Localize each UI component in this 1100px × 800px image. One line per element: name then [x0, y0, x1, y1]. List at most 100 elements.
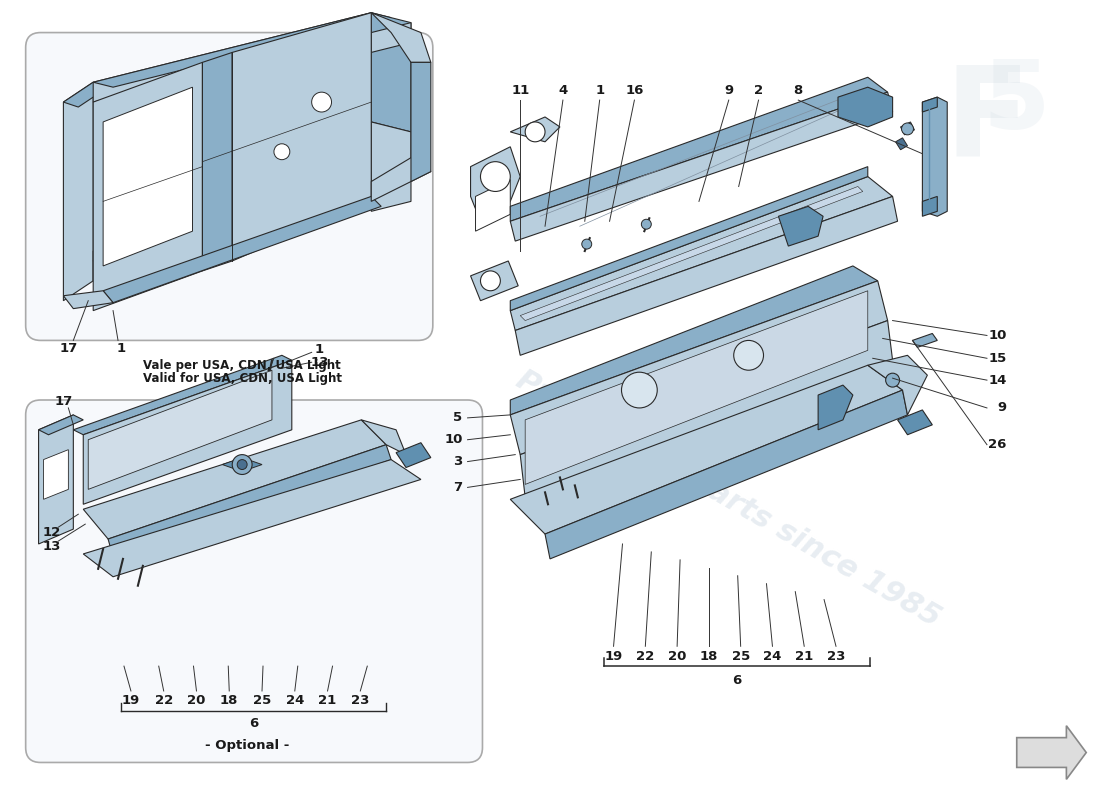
- Text: F: F: [944, 62, 1030, 182]
- Polygon shape: [103, 87, 192, 266]
- Text: 13: 13: [42, 541, 60, 554]
- Circle shape: [232, 454, 252, 474]
- Polygon shape: [94, 62, 202, 310]
- Text: 5: 5: [453, 411, 463, 424]
- Text: Passion for Parts since 1985: Passion for Parts since 1985: [512, 366, 946, 633]
- Text: 13: 13: [310, 356, 329, 369]
- Text: Valid for USA, CDN, USA Light: Valid for USA, CDN, USA Light: [143, 372, 342, 385]
- Polygon shape: [898, 410, 933, 434]
- Text: 16: 16: [625, 84, 644, 97]
- Polygon shape: [108, 445, 392, 557]
- Circle shape: [481, 271, 500, 290]
- Polygon shape: [232, 13, 372, 261]
- Circle shape: [734, 341, 763, 370]
- Polygon shape: [84, 360, 292, 504]
- Text: 20: 20: [668, 650, 686, 662]
- Polygon shape: [84, 459, 421, 577]
- Text: 25: 25: [253, 694, 271, 707]
- Text: 4: 4: [559, 84, 568, 97]
- Circle shape: [274, 144, 289, 160]
- FancyBboxPatch shape: [25, 33, 432, 341]
- Text: Vale per USA, CDN, USA Light: Vale per USA, CDN, USA Light: [143, 358, 341, 372]
- Polygon shape: [44, 450, 68, 499]
- Polygon shape: [525, 290, 868, 485]
- Polygon shape: [88, 370, 272, 490]
- Polygon shape: [520, 321, 892, 498]
- Polygon shape: [510, 177, 892, 330]
- Polygon shape: [84, 420, 386, 539]
- FancyBboxPatch shape: [25, 400, 483, 762]
- Text: - Optional -: - Optional -: [205, 739, 289, 752]
- Polygon shape: [39, 415, 84, 434]
- Polygon shape: [372, 152, 431, 202]
- Polygon shape: [510, 92, 892, 241]
- Polygon shape: [510, 117, 560, 142]
- Polygon shape: [913, 334, 937, 347]
- Circle shape: [481, 162, 510, 191]
- Text: 17: 17: [54, 395, 73, 409]
- Text: 26: 26: [989, 438, 1006, 451]
- Polygon shape: [74, 355, 292, 434]
- Polygon shape: [868, 355, 927, 415]
- Circle shape: [525, 122, 544, 142]
- Polygon shape: [94, 171, 372, 261]
- Text: 23: 23: [351, 694, 370, 707]
- Polygon shape: [64, 82, 108, 107]
- Polygon shape: [510, 281, 888, 454]
- Text: 1: 1: [315, 343, 324, 356]
- Polygon shape: [471, 261, 518, 301]
- Text: 6: 6: [249, 718, 258, 730]
- Polygon shape: [411, 62, 431, 182]
- Polygon shape: [64, 290, 113, 309]
- Polygon shape: [520, 186, 862, 321]
- Polygon shape: [372, 13, 431, 62]
- Text: 6: 6: [733, 674, 741, 686]
- Polygon shape: [901, 122, 914, 135]
- Text: 18: 18: [700, 650, 718, 662]
- Text: 24: 24: [286, 694, 304, 707]
- Text: 21: 21: [318, 694, 337, 707]
- Text: 14: 14: [989, 374, 1006, 386]
- Text: 20: 20: [187, 694, 206, 707]
- Text: 21: 21: [795, 650, 813, 662]
- Polygon shape: [202, 53, 232, 271]
- Polygon shape: [64, 82, 94, 301]
- Text: 11: 11: [512, 84, 529, 97]
- Circle shape: [641, 219, 651, 229]
- Text: 8: 8: [793, 84, 803, 97]
- Text: 9: 9: [724, 84, 734, 97]
- Circle shape: [886, 373, 900, 387]
- Polygon shape: [895, 138, 908, 150]
- Text: 25: 25: [732, 650, 750, 662]
- Text: 24: 24: [763, 650, 782, 662]
- Polygon shape: [510, 78, 888, 222]
- Polygon shape: [475, 179, 510, 231]
- Circle shape: [311, 92, 331, 112]
- Text: 19: 19: [122, 694, 140, 707]
- Polygon shape: [923, 97, 937, 112]
- Polygon shape: [510, 166, 868, 310]
- Text: 15: 15: [989, 352, 1006, 365]
- Polygon shape: [94, 182, 372, 281]
- Polygon shape: [515, 197, 898, 355]
- Text: 17: 17: [59, 342, 77, 355]
- Polygon shape: [471, 146, 520, 222]
- Polygon shape: [923, 97, 947, 216]
- Circle shape: [238, 459, 248, 470]
- Polygon shape: [372, 13, 411, 132]
- Polygon shape: [779, 206, 823, 246]
- Polygon shape: [361, 420, 406, 454]
- Text: 9: 9: [998, 402, 1006, 414]
- Polygon shape: [396, 442, 431, 467]
- Polygon shape: [372, 22, 411, 53]
- Polygon shape: [838, 87, 892, 127]
- Polygon shape: [222, 458, 262, 471]
- Text: 5: 5: [983, 55, 1050, 149]
- Text: 1: 1: [117, 342, 125, 355]
- Text: 7: 7: [453, 481, 463, 494]
- Text: 3: 3: [453, 455, 463, 468]
- Polygon shape: [544, 390, 908, 559]
- Polygon shape: [372, 122, 411, 211]
- Circle shape: [902, 123, 913, 135]
- Polygon shape: [103, 197, 382, 302]
